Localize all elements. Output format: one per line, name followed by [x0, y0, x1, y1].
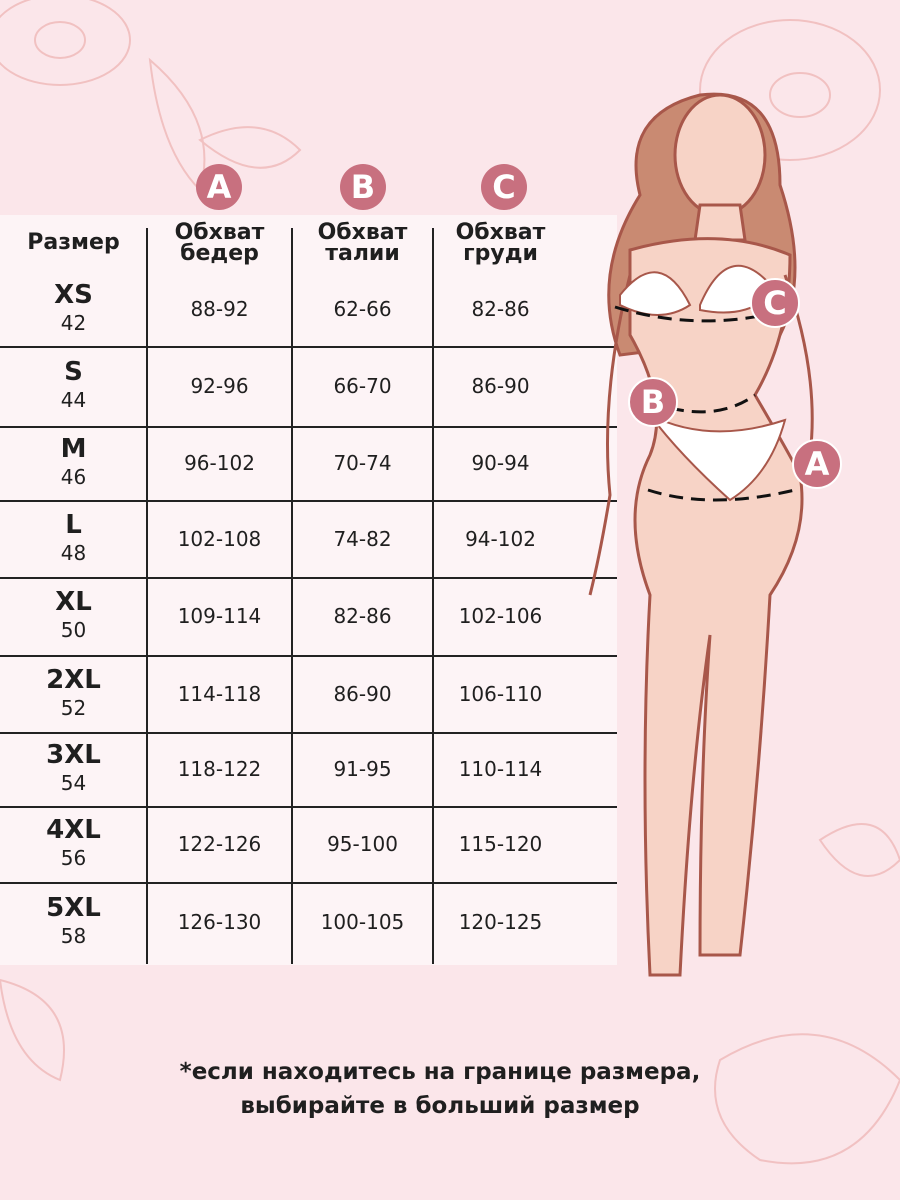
cell-waist: 70-74: [333, 451, 392, 475]
size-ru-number: 58: [60, 924, 87, 948]
marker-b-badge: B: [340, 164, 386, 210]
cell-chest: 82-86: [471, 296, 530, 321]
row-divider: [0, 426, 617, 428]
size-label: S 44: [0, 357, 147, 413]
cell-waist: 66-70: [333, 374, 392, 398]
cell-waist: 86-90: [333, 681, 392, 706]
size-letter: 2XL: [46, 664, 101, 695]
cell-chest: 90-94: [471, 451, 530, 475]
cell-hips: 114-118: [177, 681, 262, 706]
marker-b-on-figure: B: [628, 377, 678, 427]
header-chest-line2: груди: [463, 241, 538, 266]
size-label: XS 42: [0, 280, 147, 336]
size-label: M 46: [0, 434, 147, 490]
cell-chest: 102-106: [458, 604, 543, 628]
cell-hips: 96-102: [184, 451, 255, 475]
cell-hips: 122-126: [177, 832, 262, 856]
cell-hips: 109-114: [177, 604, 262, 628]
cell-chest: 106-110: [458, 681, 543, 706]
header-hips: Обхват бедер: [147, 220, 292, 266]
size-label: 5XL 58: [0, 893, 147, 949]
marker-a-on-figure: A: [792, 439, 842, 489]
size-ru-number: 52: [60, 695, 87, 720]
row-divider: [0, 732, 617, 734]
size-ru-number: 56: [60, 846, 87, 870]
header-chest: Обхват груди: [433, 220, 568, 266]
cell-chest: 94-102: [465, 526, 536, 551]
cell-waist: 100-105: [320, 910, 405, 934]
cell-hips: 92-96: [190, 374, 249, 398]
size-ru-number: 54: [60, 771, 87, 795]
size-letter: XS: [54, 279, 93, 310]
row-divider: [0, 346, 617, 348]
size-label: XL 50: [0, 587, 147, 643]
cell-waist: 82-86: [333, 604, 392, 628]
row-divider: [0, 577, 617, 579]
header-hips-line2: бедер: [180, 241, 259, 266]
cell-waist: 91-95: [333, 757, 392, 781]
cell-chest: 115-120: [458, 832, 543, 856]
note-line2: выбирайте в больший размер: [240, 1093, 640, 1119]
cell-chest: 120-125: [458, 910, 543, 934]
size-letter: S: [64, 357, 83, 387]
size-table: [0, 215, 617, 965]
header-waist-line2: талии: [325, 241, 400, 266]
marker-c-on-figure: C: [750, 278, 800, 328]
row-divider: [0, 882, 617, 884]
cell-waist: 74-82: [333, 526, 392, 551]
header-waist-line1: Обхват: [317, 220, 408, 245]
note-line1: *если находитесь на границе размера,: [179, 1059, 701, 1085]
size-ru-number: 48: [60, 540, 87, 565]
marker-c-badge: C: [481, 164, 527, 210]
header-hips-line1: Обхват: [174, 220, 265, 245]
cell-hips: 88-92: [190, 296, 249, 321]
cell-waist: 95-100: [327, 832, 398, 856]
cell-hips: 126-130: [177, 910, 262, 934]
size-letter: 3XL: [46, 740, 101, 770]
size-advice-note: *если находитесь на границе размера, выб…: [100, 1055, 780, 1123]
size-letter: XL: [55, 587, 92, 617]
woman-figure-illustration: [588, 92, 814, 977]
column-divider: [146, 228, 148, 964]
cell-chest: 86-90: [471, 374, 530, 398]
marker-a-badge: A: [196, 164, 242, 210]
size-label: 4XL 56: [0, 815, 147, 871]
size-label: 3XL 54: [0, 740, 147, 796]
size-letter: 4XL: [46, 815, 101, 845]
size-ru-number: 42: [60, 310, 87, 335]
cell-hips: 118-122: [177, 757, 262, 781]
header-chest-line1: Обхват: [455, 220, 546, 245]
cell-chest: 110-114: [458, 757, 543, 781]
size-ru-number: 50: [60, 618, 87, 642]
size-ru-number: 44: [60, 388, 87, 412]
size-label: 2XL 52: [0, 665, 147, 721]
row-divider: [0, 655, 617, 657]
row-divider: [0, 500, 617, 502]
size-ru-number: 46: [60, 465, 87, 489]
size-letter: 5XL: [46, 893, 101, 923]
column-divider: [291, 228, 293, 964]
cell-waist: 62-66: [333, 296, 392, 321]
size-letter: M: [60, 434, 87, 464]
header-waist: Обхват талии: [292, 220, 433, 266]
row-divider: [0, 806, 617, 808]
header-size: Размер: [27, 230, 120, 255]
size-label: L 48: [0, 510, 147, 566]
column-divider: [432, 228, 434, 964]
size-letter: L: [65, 509, 82, 540]
cell-hips: 102-108: [177, 526, 262, 551]
